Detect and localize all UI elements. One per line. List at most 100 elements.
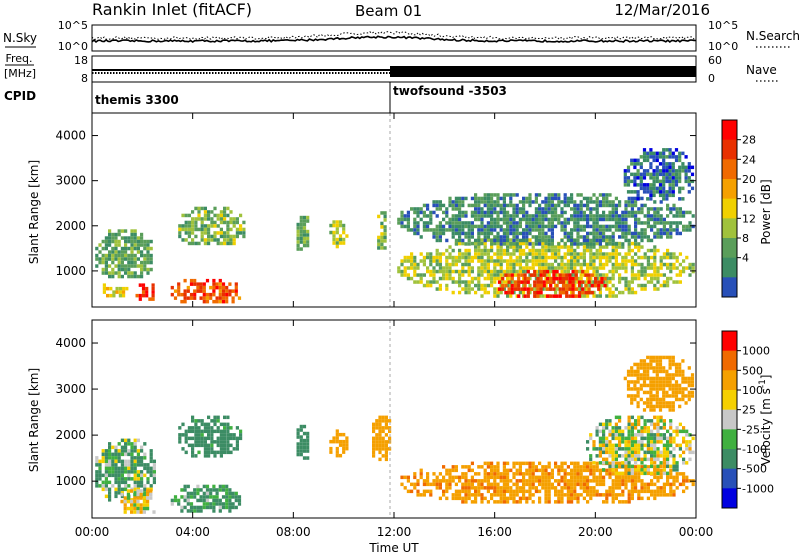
velocity-cell — [515, 461, 519, 466]
power-cell — [509, 200, 513, 204]
velocity-cell — [461, 465, 465, 469]
power-cell — [496, 193, 500, 197]
velocity-cell — [461, 472, 465, 476]
power-cell — [550, 245, 554, 249]
power-cell — [299, 229, 303, 234]
velocity-cell — [658, 401, 663, 405]
power-cell — [499, 210, 503, 215]
power-cell — [413, 280, 417, 284]
velocity-cell — [212, 484, 216, 489]
power-cell — [226, 213, 230, 218]
power-cell — [678, 273, 682, 277]
power-cell — [528, 214, 532, 218]
power-cell — [650, 228, 654, 232]
velocity-cell — [470, 482, 474, 487]
power-cell — [566, 231, 570, 236]
velocity-cell — [490, 472, 494, 476]
power-cell — [406, 266, 410, 270]
power-cell — [109, 286, 113, 291]
power-cell — [183, 292, 187, 297]
velocity-cell — [139, 510, 143, 514]
velocity-cell — [467, 493, 471, 497]
power-cell — [432, 200, 436, 204]
power-cell — [480, 217, 484, 222]
velocity-cell — [490, 475, 494, 480]
power-cell — [579, 214, 583, 218]
velocity-cell — [640, 440, 644, 444]
power-cell — [493, 287, 497, 291]
power-cell — [114, 246, 118, 251]
velocity-cell — [611, 489, 615, 494]
power-cell — [451, 280, 455, 284]
power-cell — [480, 262, 484, 267]
power-cell — [184, 231, 188, 235]
velocity-cell — [181, 422, 185, 427]
velocity-cell — [630, 369, 634, 374]
velocity-cell — [454, 496, 458, 501]
velocity-cell — [384, 454, 388, 458]
power-cell — [592, 242, 596, 246]
velocity-cell — [672, 429, 676, 434]
power-cell — [614, 248, 618, 253]
velocity-cell — [637, 450, 641, 455]
velocity-cell — [406, 489, 410, 494]
power-cell — [678, 280, 682, 284]
power-cell — [480, 196, 484, 201]
power-cell — [653, 235, 657, 239]
power-cell — [563, 193, 567, 197]
power-cell — [512, 203, 516, 208]
power-cell — [674, 148, 679, 152]
power-cell — [687, 169, 691, 173]
power-cell — [554, 252, 558, 256]
power-cell — [133, 232, 137, 237]
velocity-cell — [237, 502, 242, 506]
power-cell — [587, 276, 591, 281]
x-tick-label: 08:00 — [276, 525, 311, 539]
velocity-cell — [646, 482, 650, 487]
power-cell — [229, 241, 233, 246]
power-cell — [242, 234, 246, 239]
power-cell — [636, 197, 640, 201]
velocity-cell — [658, 408, 663, 412]
power-cell — [605, 276, 609, 281]
power-cell — [486, 269, 490, 274]
power-cell — [566, 200, 570, 204]
power-cell — [445, 266, 449, 270]
power-cell — [383, 225, 387, 229]
power-cell — [197, 210, 201, 214]
power-cell — [637, 242, 641, 246]
power-cell — [603, 276, 607, 281]
velocity-cell — [483, 475, 487, 480]
power-cell — [306, 243, 310, 248]
velocity-cell — [649, 366, 653, 370]
power-cell — [592, 238, 596, 243]
velocity-cell — [618, 500, 622, 504]
power-cell — [573, 228, 577, 232]
power-cell — [454, 207, 458, 211]
power-cell — [199, 285, 203, 290]
velocity-cell — [675, 443, 679, 448]
power-cell — [499, 255, 503, 260]
power-cell — [630, 190, 634, 194]
velocity-cell — [149, 470, 153, 474]
velocity-cell — [691, 450, 695, 455]
power-cell — [306, 240, 310, 244]
power-cell — [118, 293, 122, 298]
velocity-cell — [442, 475, 446, 480]
velocity-cell — [299, 435, 303, 439]
power-cell — [435, 203, 439, 208]
power-cell — [550, 242, 554, 246]
power-cell — [571, 287, 575, 291]
velocity-cell — [589, 457, 593, 462]
power-cell — [467, 248, 471, 253]
velocity-cell — [665, 394, 669, 398]
velocity-cell — [400, 475, 404, 480]
velocity-cell — [544, 496, 548, 501]
velocity-cell — [570, 486, 574, 490]
velocity-cell — [662, 436, 666, 441]
power-cell — [550, 200, 554, 204]
power-cell — [461, 200, 465, 204]
power-cell — [656, 266, 660, 270]
power-cell — [621, 262, 625, 267]
